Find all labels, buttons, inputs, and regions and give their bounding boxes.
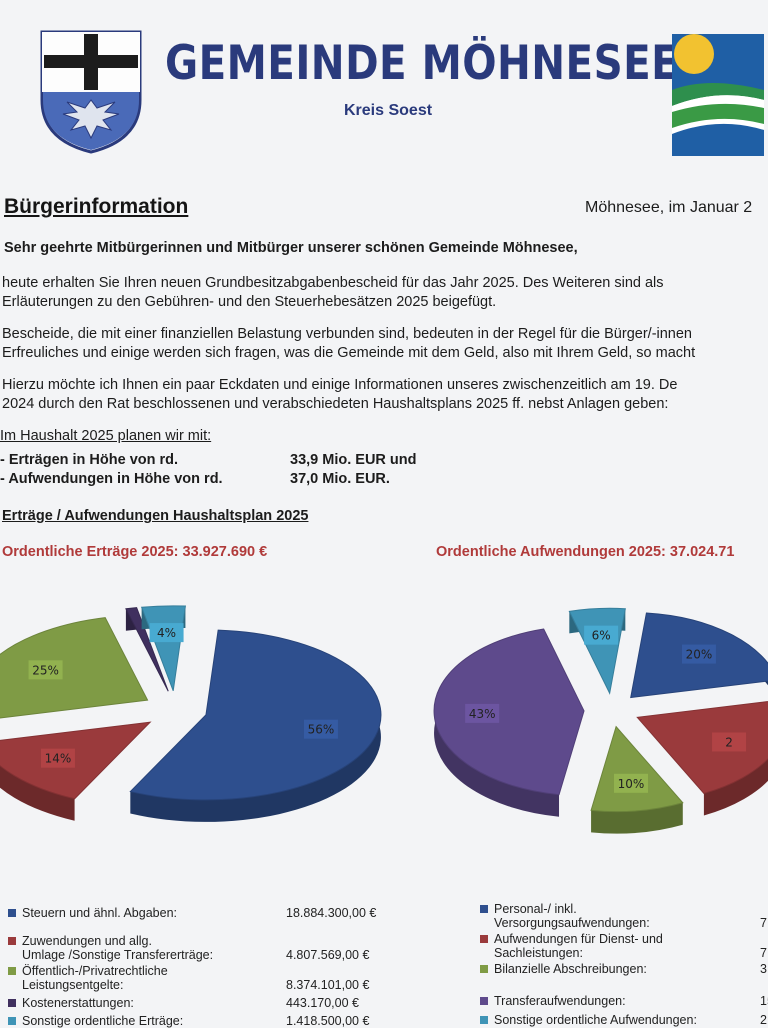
plan-row-revenue: - Erträgen in Höhe von rd. 33,9 Mio. EUR…: [0, 452, 417, 468]
legend-amount: 4.807.569,00 €: [286, 948, 370, 962]
pie-slice-side: [0, 765, 75, 821]
pie-slice: [125, 607, 169, 692]
paragraph-line: Hierzu möchte ich Ihnen ein paar Eckdate…: [2, 377, 678, 393]
pie-charts: 56%14%25%1%4% 20%210%43%6%: [0, 605, 768, 834]
revenue-chart-title: Ordentliche Erträge 2025: 33.927.690 €: [2, 544, 268, 560]
legend-label: Bilanzielle Abschreibungen:: [494, 962, 647, 976]
sun-lake-logo-icon: [672, 34, 764, 156]
pie-slice: [0, 617, 149, 719]
legend-swatch: [8, 1017, 16, 1025]
legend-label: Personal-/ inkl. Versorgungsaufwendungen…: [494, 902, 650, 930]
plan-row-value: 33,9 Mio. EUR und: [290, 452, 417, 468]
legend-amount: 7: [760, 946, 767, 960]
legend-label: Sonstige ordentliche Aufwendungen:: [494, 1013, 697, 1027]
pie-label-box: [681, 644, 716, 664]
municipality-title: GEMEINDE MÖHNESEE: [165, 36, 680, 91]
paragraph-line: 2024 durch den Rat beschlossenen und ver…: [2, 396, 669, 412]
legend-swatch: [8, 999, 16, 1007]
legend-swatch: [480, 997, 488, 1005]
pie-label-box: [584, 625, 619, 645]
pie-percent-label: 2: [725, 735, 733, 749]
paragraph-line: Erläuterungen zu den Gebühren- und den S…: [2, 294, 497, 310]
pie-slice: [0, 721, 152, 800]
pie-slice: [129, 629, 382, 801]
paragraph-line: Erfreuliches und einige werden sich frag…: [2, 345, 696, 361]
legend-swatch: [480, 905, 488, 913]
pie-slice-side: [591, 802, 683, 834]
pie-label-box: [303, 719, 338, 739]
pie-percent-label: 56%: [308, 723, 335, 737]
municipal-coat-of-arms-icon: [40, 30, 142, 154]
pie-label-box: [613, 773, 648, 793]
paragraph-line: heute erhalten Sie Ihren neuen Grundbesi…: [2, 275, 664, 291]
legend-amount: 1.418.500,00 €: [286, 1014, 370, 1028]
pie-percent-label: 25%: [32, 663, 59, 677]
pie-label-box: [712, 732, 747, 752]
pie-percent-label: 14%: [45, 752, 72, 766]
pie-percent-label: 6%: [592, 629, 611, 643]
plan-row-value: 37,0 Mio. EUR.: [290, 471, 390, 487]
pie-label-box: [465, 703, 500, 723]
paragraph-2: Bescheide, die mit einer finanziellen Be…: [2, 325, 695, 363]
paragraph-line: Bescheide, die mit einer finanziellen Be…: [2, 326, 692, 342]
expense-chart-title: Ordentliche Aufwendungen 2025: 37.024.71: [436, 544, 735, 560]
pie-percent-label: 20%: [686, 648, 713, 662]
letter-date: Möhnesee, im Januar 2: [585, 199, 753, 216]
legend-label: Steuern und ähnl. Abgaben:: [22, 906, 177, 920]
chart-section-heading: Erträge / Aufwendungen Haushaltsplan 202…: [2, 508, 309, 524]
legend-label: Aufwendungen für Dienst- und Sachleistun…: [494, 932, 663, 960]
salutation: Sehr geehrte Mitbürgerinnen und Mitbürge…: [4, 240, 578, 256]
legend-swatch: [8, 937, 16, 945]
legend-amount: 15: [760, 994, 768, 1008]
legend-amount: 7: [760, 916, 767, 930]
legend-swatch: [8, 909, 16, 917]
pie-slice-side: [703, 758, 768, 816]
district-name: Kreis Soest: [344, 102, 433, 119]
pie-percent-label: 43%: [469, 707, 496, 721]
legend-label: Öffentlich-/Privatrechtliche Leistungsen…: [22, 964, 168, 992]
legend-swatch: [480, 965, 488, 973]
expense-pie: 20% 2 10% 43% 6%: [433, 607, 768, 834]
pie-slice-side: [130, 630, 381, 822]
pie-label-box: [28, 660, 63, 680]
legend-amount: 8.374.101,00 €: [286, 978, 370, 992]
paragraph-1: heute erhalten Sie Ihren neuen Grundbesi…: [2, 274, 664, 312]
legend-label: Transferaufwendungen:: [494, 994, 626, 1008]
pie-percent-label: 10%: [618, 777, 645, 791]
pie-label-box: [149, 623, 184, 643]
legend-amount: 18.884.300,00 €: [286, 906, 377, 920]
plan-intro: Im Haushalt 2025 planen wir mit:: [0, 428, 212, 444]
legend-swatch: [480, 935, 488, 943]
pie-slice: [433, 628, 585, 796]
legend-label: Zuwendungen und allg. Umlage /Sonstige T…: [22, 934, 214, 962]
legend-label: Kostenerstattungen:: [22, 996, 134, 1010]
paragraph-3: Hierzu möchte ich Ihnen ein paar Eckdate…: [2, 376, 677, 414]
pie-label-box: [40, 748, 75, 768]
plan-row-expenses: - Aufwendungen in Höhe von rd. 37,0 Mio.…: [0, 471, 390, 487]
letter-heading: Bürgerinformation: [4, 195, 189, 218]
plan-row-label: - Erträgen in Höhe von rd.: [0, 452, 179, 468]
pie-percent-label: 4%: [157, 626, 176, 640]
pie-slice: [636, 701, 768, 795]
plan-row-label: - Aufwendungen in Höhe von rd.: [0, 471, 223, 487]
legend-swatch: [480, 1016, 488, 1024]
revenue-pie: 56%14%25%1%4%: [0, 605, 382, 822]
legend-amount: 2: [760, 1013, 767, 1027]
pie-slice: [568, 607, 626, 695]
legend-swatch: [8, 967, 16, 975]
legend-label: Sonstige ordentliche Erträge:: [22, 1014, 184, 1028]
legend-amount: 443.170,00 €: [286, 996, 359, 1010]
legend-amount: 3: [760, 962, 767, 976]
